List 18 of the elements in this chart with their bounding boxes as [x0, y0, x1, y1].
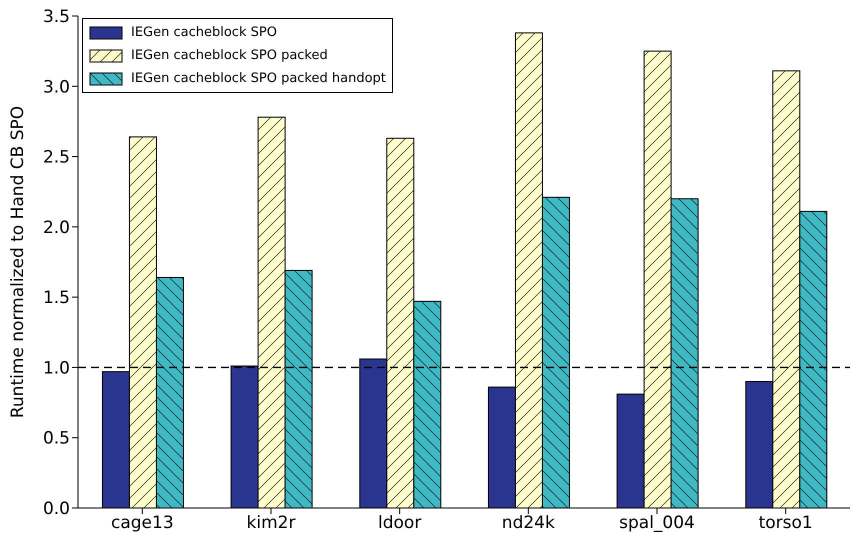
- y-tick-label: 2.5: [42, 148, 70, 168]
- y-tick-label: 0.0: [42, 499, 70, 520]
- y-tick-label: 1.0: [42, 358, 70, 378]
- x-tick-label: kim2r: [246, 513, 296, 534]
- y-tick-label: 1.5: [42, 288, 70, 308]
- y-tick-label: 2.0: [42, 218, 70, 238]
- x-tick-label: cage13: [111, 513, 174, 534]
- y-tick-label: 0.5: [42, 428, 70, 449]
- x-tick-label: nd24k: [502, 513, 556, 534]
- y-axis-title: Runtime normalized to Hand CB SPO: [8, 106, 28, 418]
- legend-label: IEGen cacheblock SPO packed: [131, 48, 328, 63]
- legend-label: IEGen cacheblock SPO: [131, 25, 277, 40]
- y-tick-label: 3.5: [42, 7, 70, 28]
- x-tick-label: spal_004: [619, 513, 695, 534]
- legend-label: IEGen cacheblock SPO packed handopt: [131, 71, 386, 86]
- x-tick-label: torso1: [758, 513, 813, 534]
- x-tick-label: ldoor: [378, 513, 422, 534]
- y-tick-label: 3.0: [42, 77, 70, 98]
